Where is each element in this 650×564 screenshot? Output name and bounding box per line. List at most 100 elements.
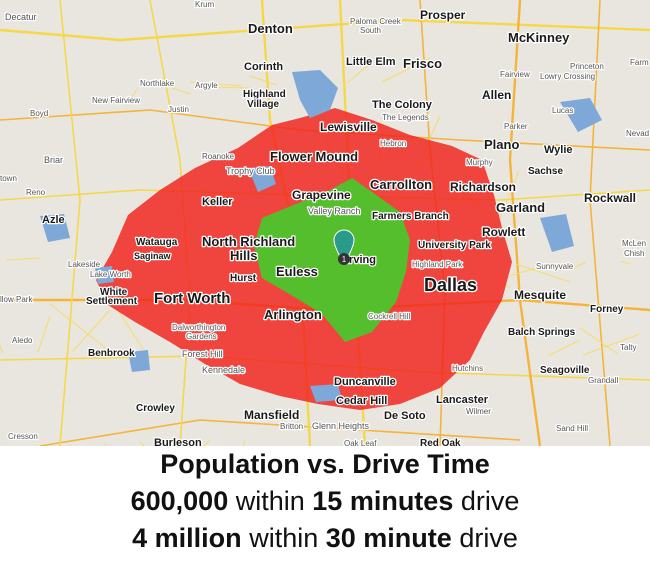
place-label: Decatur (5, 12, 37, 22)
road (206, 86, 251, 89)
place-label: Kennedale (202, 365, 245, 375)
road (72, 309, 111, 352)
place-label: Forest Hill (182, 349, 223, 359)
road (381, 57, 431, 83)
place-label: Hurst (230, 273, 257, 284)
text: drive (460, 486, 520, 516)
place-label: New Fairview (92, 96, 140, 105)
place-label: Valley Ranch (308, 206, 360, 216)
place-label: town (0, 174, 17, 183)
place-label: De Soto (384, 410, 426, 422)
place-label: Sunnyvale (536, 262, 574, 271)
road (509, 262, 552, 277)
road (515, 263, 571, 283)
caption-title: Population vs. Drive Time (0, 446, 650, 483)
place-label: Plano (484, 137, 519, 152)
road (589, 0, 611, 447)
place-label: Lewisville (320, 120, 377, 134)
place-label: McLen (622, 239, 646, 248)
place-label: White (100, 287, 128, 298)
place-label: Highland Park (412, 260, 463, 269)
road (59, 0, 81, 447)
place-label: Parker (504, 122, 528, 131)
place-label: Grandall (588, 376, 618, 385)
place-label: Trophy Club (226, 166, 275, 176)
place-label: Sand Hill (556, 424, 588, 433)
drive-zone-15 (254, 178, 410, 342)
place-label: Little Elm (346, 56, 396, 68)
place-label: Dalworthington (172, 323, 225, 332)
place-label: Farm (630, 58, 649, 67)
place-label: Rowlett (482, 225, 525, 239)
place-label: The Colony (372, 99, 433, 111)
place-label: Dallas (424, 275, 477, 295)
place-label: Boyd (30, 109, 48, 118)
place-label: Talty (620, 343, 636, 352)
place-label: Glenn Heights (312, 421, 370, 431)
place-label: Irving (346, 254, 376, 266)
road (582, 333, 641, 356)
place-label: Highland (243, 89, 286, 100)
place-label: Azle (42, 214, 65, 226)
place-label: Princeton (570, 62, 604, 71)
place-label: Mesquite (514, 288, 566, 302)
place-label: Fairview (500, 70, 530, 79)
place-label: Duncanville (334, 376, 396, 388)
bold-text: 30 minute (325, 523, 452, 553)
place-label: Mansfield (244, 408, 299, 422)
place-label: Cresson (8, 432, 38, 441)
place-label: Northlake (140, 79, 175, 88)
place-label: Benbrook (88, 348, 135, 359)
caption-line: 600,000 within 15 minutes drive (0, 483, 650, 520)
marker-label: 1 (342, 255, 347, 264)
place-label: Farmers Branch (372, 211, 449, 222)
road (189, 81, 243, 87)
place-label: Grapevine (292, 188, 351, 202)
text: within (235, 486, 305, 516)
place-label: South (360, 26, 381, 35)
location-marker: 1 (333, 229, 355, 266)
road (620, 260, 631, 265)
text: within (249, 523, 319, 553)
place-label: Briar (44, 155, 63, 165)
place-label: The Legends (382, 113, 429, 122)
place-label: Balch Springs (508, 327, 576, 338)
place-label: Lucas (552, 106, 573, 115)
place-label: Hills (230, 248, 257, 263)
place-label: Forney (590, 304, 624, 315)
place-label: Sachse (528, 166, 563, 177)
place-label: Hutchins (452, 364, 483, 373)
place-label: Carrollton (370, 177, 432, 192)
road (547, 339, 581, 357)
place-label: llow Park (0, 295, 33, 304)
place-label: Denton (248, 21, 293, 36)
place-label: Crowley (136, 403, 175, 414)
bold-text: 600,000 (130, 486, 229, 516)
place-label: Seagoville (540, 365, 590, 376)
place-label: Lowry Crossing (540, 72, 595, 81)
road (346, 63, 371, 84)
place-label: Britton (280, 422, 303, 431)
place-label: Corinth (244, 61, 283, 73)
place-label: Roanoke (202, 152, 235, 161)
road (5, 257, 41, 261)
place-label: Rockwall (584, 191, 636, 205)
place-label: Oak Leaf (344, 439, 377, 446)
bold-text: 4 million (132, 523, 242, 553)
place-label: Euless (276, 264, 318, 279)
place-label: Watauga (136, 237, 178, 248)
road (0, 344, 4, 354)
road (171, 87, 191, 95)
place-label: Krum (195, 0, 214, 9)
place-label: Fort Worth (154, 290, 230, 307)
place-label: Wilmer (466, 407, 491, 416)
place-label: North Richland (202, 234, 295, 249)
road (249, 75, 278, 86)
lakes (40, 70, 602, 402)
place-label: Paloma Creek (350, 17, 402, 26)
place-label: Lancaster (436, 394, 489, 406)
place-label: Settlement (86, 296, 138, 307)
title-text: Population vs. Drive Time (160, 449, 490, 479)
place-label: Aledo (12, 336, 33, 345)
